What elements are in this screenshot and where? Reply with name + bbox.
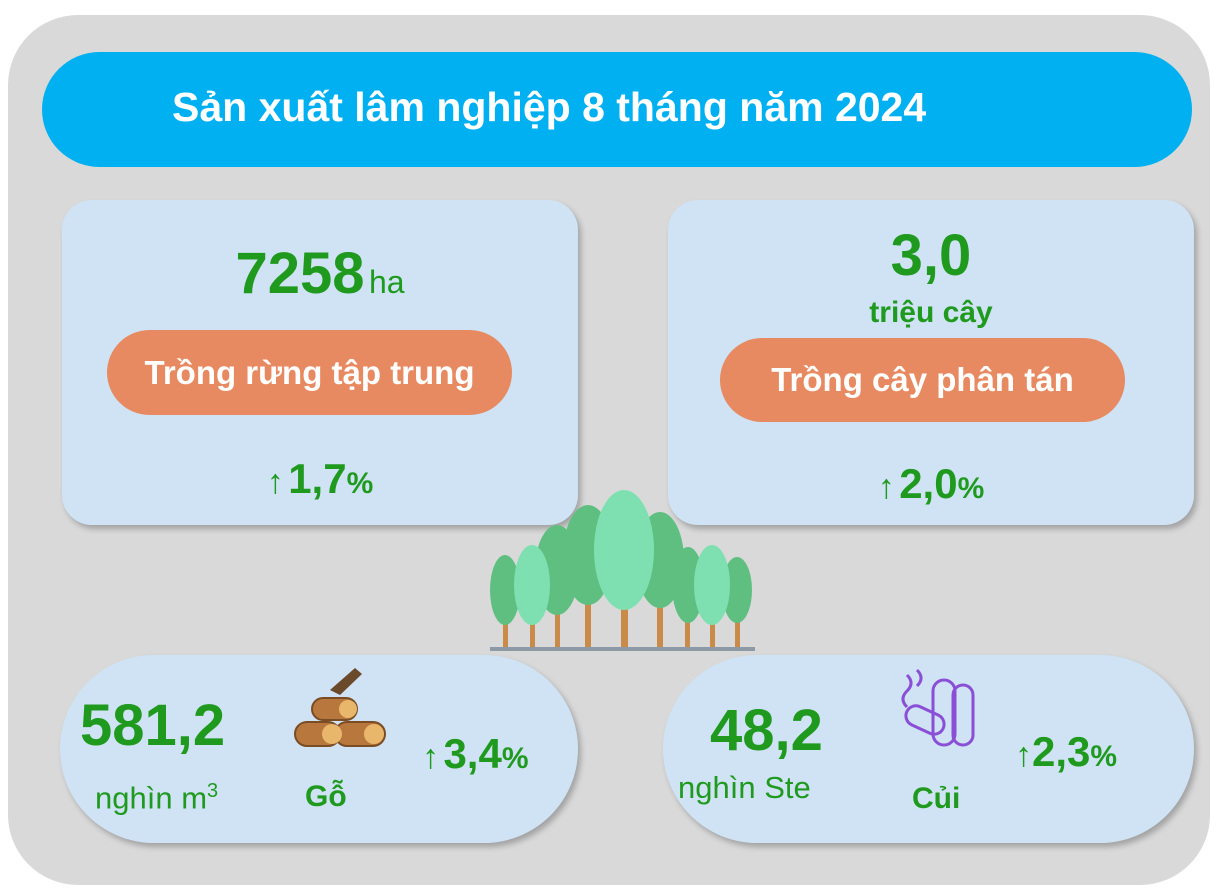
firewood-icon bbox=[901, 668, 975, 747]
change: ↑ 1,7% bbox=[62, 455, 578, 503]
change-value: 1,7 bbox=[288, 455, 347, 502]
unit: triệu cây bbox=[869, 296, 993, 329]
label: Củi bbox=[912, 782, 961, 815]
value: 3,0 bbox=[890, 223, 972, 288]
unit: nghìn m3 bbox=[95, 780, 218, 816]
change-value: 2,3 bbox=[1032, 728, 1091, 775]
value: 581,2 bbox=[80, 693, 226, 758]
unit: nghìn Ste bbox=[678, 770, 811, 805]
change: ↑2,3% bbox=[1015, 728, 1117, 776]
change-unit: % bbox=[957, 472, 985, 505]
change-value: 3,4 bbox=[443, 730, 502, 777]
value: 7258 ha bbox=[62, 240, 578, 307]
trees-illustration bbox=[490, 490, 755, 651]
arrow: ↑ bbox=[266, 463, 284, 501]
title-bar bbox=[42, 52, 1192, 167]
change-unit: % bbox=[1090, 740, 1118, 773]
arrow: ↑ bbox=[1015, 736, 1032, 774]
value: 48,2 bbox=[710, 698, 823, 763]
value: 7258 bbox=[235, 241, 365, 306]
label-pill: Trồng rừng tập trung bbox=[107, 330, 512, 415]
card bbox=[663, 655, 1194, 843]
wood-icon bbox=[294, 668, 386, 747]
change: ↑ 2,0% bbox=[668, 460, 1194, 508]
change-unit: % bbox=[346, 467, 374, 500]
label-pill: Trồng cây phân tán bbox=[720, 338, 1125, 422]
unit-superscript: 3 bbox=[207, 780, 219, 802]
change: ↑ 3,4% bbox=[422, 730, 529, 778]
arrow: ↑ bbox=[877, 468, 895, 506]
change-unit: % bbox=[501, 742, 529, 775]
unit: nghìn m bbox=[95, 780, 208, 816]
label: Gỗ bbox=[305, 780, 347, 813]
change-value: 2,0 bbox=[899, 460, 958, 507]
unit: ha bbox=[368, 264, 405, 300]
card bbox=[60, 655, 578, 843]
arrow: ↑ bbox=[422, 738, 439, 776]
title: Sản xuất lâm nghiệp 8 tháng năm 2024 bbox=[172, 84, 927, 130]
